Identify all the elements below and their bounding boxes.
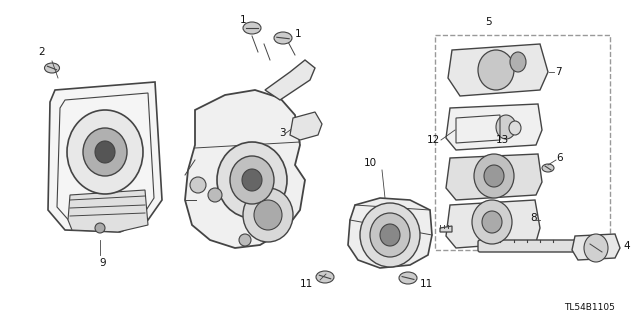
Text: 4: 4 <box>623 241 630 251</box>
Bar <box>435 35 610 250</box>
Text: 1: 1 <box>295 29 301 39</box>
Text: 3: 3 <box>280 128 286 138</box>
Text: 12: 12 <box>427 135 440 145</box>
Ellipse shape <box>254 200 282 230</box>
Text: 1: 1 <box>240 15 246 25</box>
Ellipse shape <box>190 177 206 193</box>
Polygon shape <box>448 44 548 96</box>
Ellipse shape <box>95 223 105 233</box>
Polygon shape <box>48 82 162 232</box>
Ellipse shape <box>370 213 410 257</box>
Ellipse shape <box>243 22 261 34</box>
Polygon shape <box>446 200 540 248</box>
Polygon shape <box>440 226 452 232</box>
Text: 11: 11 <box>420 279 433 289</box>
Ellipse shape <box>217 142 287 218</box>
Text: 13: 13 <box>496 135 509 145</box>
Ellipse shape <box>509 121 521 135</box>
Ellipse shape <box>230 156 274 204</box>
Ellipse shape <box>484 165 504 187</box>
Text: 5: 5 <box>484 17 492 27</box>
Ellipse shape <box>274 32 292 44</box>
Ellipse shape <box>239 234 251 246</box>
Ellipse shape <box>83 128 127 176</box>
Ellipse shape <box>399 272 417 284</box>
Ellipse shape <box>510 52 526 72</box>
Ellipse shape <box>360 203 420 267</box>
FancyBboxPatch shape <box>478 240 582 252</box>
Polygon shape <box>348 198 432 268</box>
Text: TL54B1105: TL54B1105 <box>564 303 616 313</box>
Ellipse shape <box>316 271 334 283</box>
Polygon shape <box>290 112 322 140</box>
Polygon shape <box>446 154 542 200</box>
Text: 10: 10 <box>364 158 376 168</box>
Ellipse shape <box>45 63 60 73</box>
Ellipse shape <box>243 188 293 242</box>
Polygon shape <box>572 234 620 260</box>
Ellipse shape <box>95 141 115 163</box>
Ellipse shape <box>474 154 514 198</box>
Ellipse shape <box>482 211 502 233</box>
Ellipse shape <box>380 224 400 246</box>
Text: 11: 11 <box>300 279 313 289</box>
Ellipse shape <box>542 164 554 172</box>
Ellipse shape <box>242 169 262 191</box>
Ellipse shape <box>208 188 222 202</box>
Text: 2: 2 <box>38 47 45 57</box>
Text: 8: 8 <box>530 213 536 223</box>
Ellipse shape <box>478 50 514 90</box>
Text: 7: 7 <box>555 67 562 77</box>
Polygon shape <box>68 190 148 232</box>
Polygon shape <box>265 60 315 100</box>
Ellipse shape <box>67 110 143 194</box>
Text: 6: 6 <box>556 153 563 163</box>
Polygon shape <box>185 90 305 248</box>
Text: 9: 9 <box>100 258 106 268</box>
Polygon shape <box>446 104 542 150</box>
Ellipse shape <box>584 234 608 262</box>
Ellipse shape <box>472 200 512 244</box>
Ellipse shape <box>496 115 516 139</box>
